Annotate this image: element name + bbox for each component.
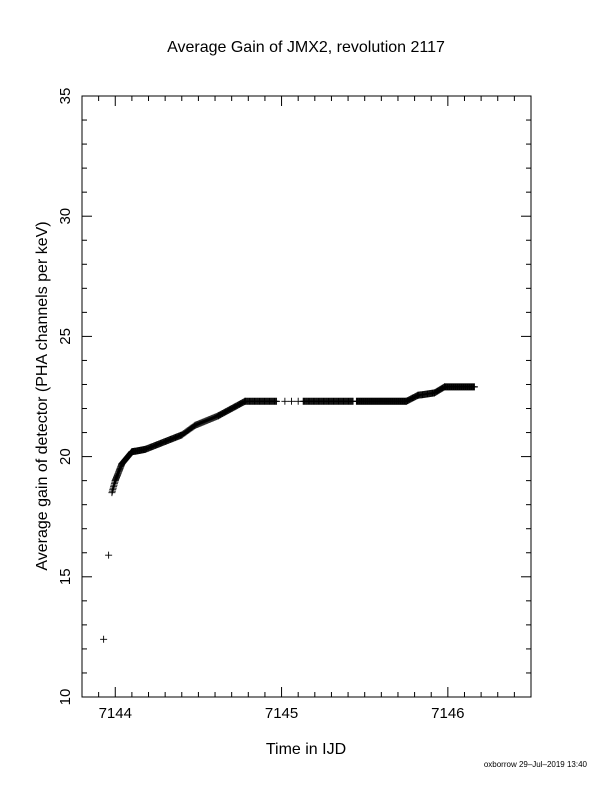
data-point [273, 397, 281, 405]
y-axis-ticks: 10 15 20 25 30 35 [57, 88, 531, 706]
plot-frame [81, 95, 532, 698]
y-tick-label: 15 [57, 568, 74, 585]
data-points [100, 383, 478, 643]
data-point [281, 397, 289, 405]
x-tick-label: 7146 [431, 705, 464, 722]
y-tick-label: 10 [57, 689, 74, 706]
data-point [470, 383, 478, 391]
y-tick-label: 25 [57, 328, 74, 345]
data-point [288, 397, 296, 405]
y-axis-label: Average gain of detector (PHA channels p… [34, 221, 51, 570]
data-point [100, 635, 108, 643]
x-axis-ticks: 7144 7145 7146 [81, 96, 532, 722]
data-point [105, 551, 113, 559]
x-axis-label: Time in IJD [266, 741, 346, 758]
x-tick-label: 7144 [99, 705, 132, 722]
y-tick-label: 20 [57, 448, 74, 465]
chart-title: Average Gain of JMX2, revolution 2117 [167, 39, 445, 56]
y-tick-label: 30 [57, 208, 74, 225]
data-point [294, 397, 302, 405]
footer-credit: oxborrow 29–Jul–2019 13:40 [484, 760, 588, 769]
y-tick-label: 35 [57, 88, 74, 105]
x-tick-label: 7145 [265, 705, 298, 722]
